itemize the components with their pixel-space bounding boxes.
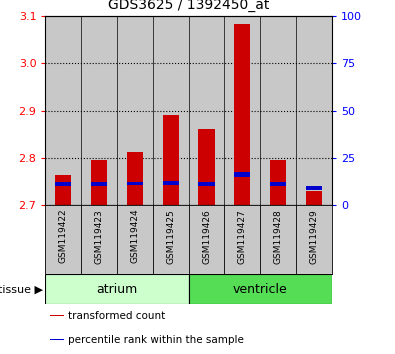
Bar <box>260 16 296 205</box>
Bar <box>81 16 117 205</box>
Bar <box>234 24 250 205</box>
Bar <box>306 191 322 205</box>
Text: GSM119425: GSM119425 <box>166 209 175 263</box>
Bar <box>55 182 71 186</box>
Title: GDS3625 / 1392450_at: GDS3625 / 1392450_at <box>108 0 269 12</box>
Bar <box>153 16 189 205</box>
Bar <box>45 274 189 304</box>
Bar <box>91 182 107 186</box>
Bar <box>127 152 143 205</box>
Text: transformed count: transformed count <box>68 310 166 321</box>
Text: GSM119423: GSM119423 <box>95 209 103 263</box>
Bar <box>198 182 214 186</box>
Bar <box>296 16 332 205</box>
Text: atrium: atrium <box>96 283 137 296</box>
Bar <box>55 175 71 205</box>
Bar <box>189 274 332 304</box>
Bar <box>198 129 214 205</box>
Bar <box>117 16 153 205</box>
Text: GSM119424: GSM119424 <box>130 209 139 263</box>
Bar <box>50 315 64 316</box>
Bar <box>270 182 286 186</box>
Text: percentile rank within the sample: percentile rank within the sample <box>68 335 244 344</box>
Bar <box>45 16 81 205</box>
Bar <box>163 181 179 185</box>
Text: GSM119426: GSM119426 <box>202 209 211 263</box>
Bar <box>234 172 250 177</box>
Text: GSM119422: GSM119422 <box>59 209 68 263</box>
Bar <box>127 182 143 185</box>
Text: ventricle: ventricle <box>233 283 288 296</box>
Bar <box>189 16 224 205</box>
Bar <box>270 160 286 205</box>
Text: GSM119427: GSM119427 <box>238 209 247 263</box>
Bar <box>163 115 179 205</box>
Bar <box>91 160 107 205</box>
Text: GSM119429: GSM119429 <box>309 209 318 263</box>
Bar <box>224 16 260 205</box>
Text: tissue ▶: tissue ▶ <box>0 284 43 295</box>
Bar <box>306 186 322 190</box>
Text: GSM119428: GSM119428 <box>274 209 282 263</box>
Bar <box>50 339 64 340</box>
